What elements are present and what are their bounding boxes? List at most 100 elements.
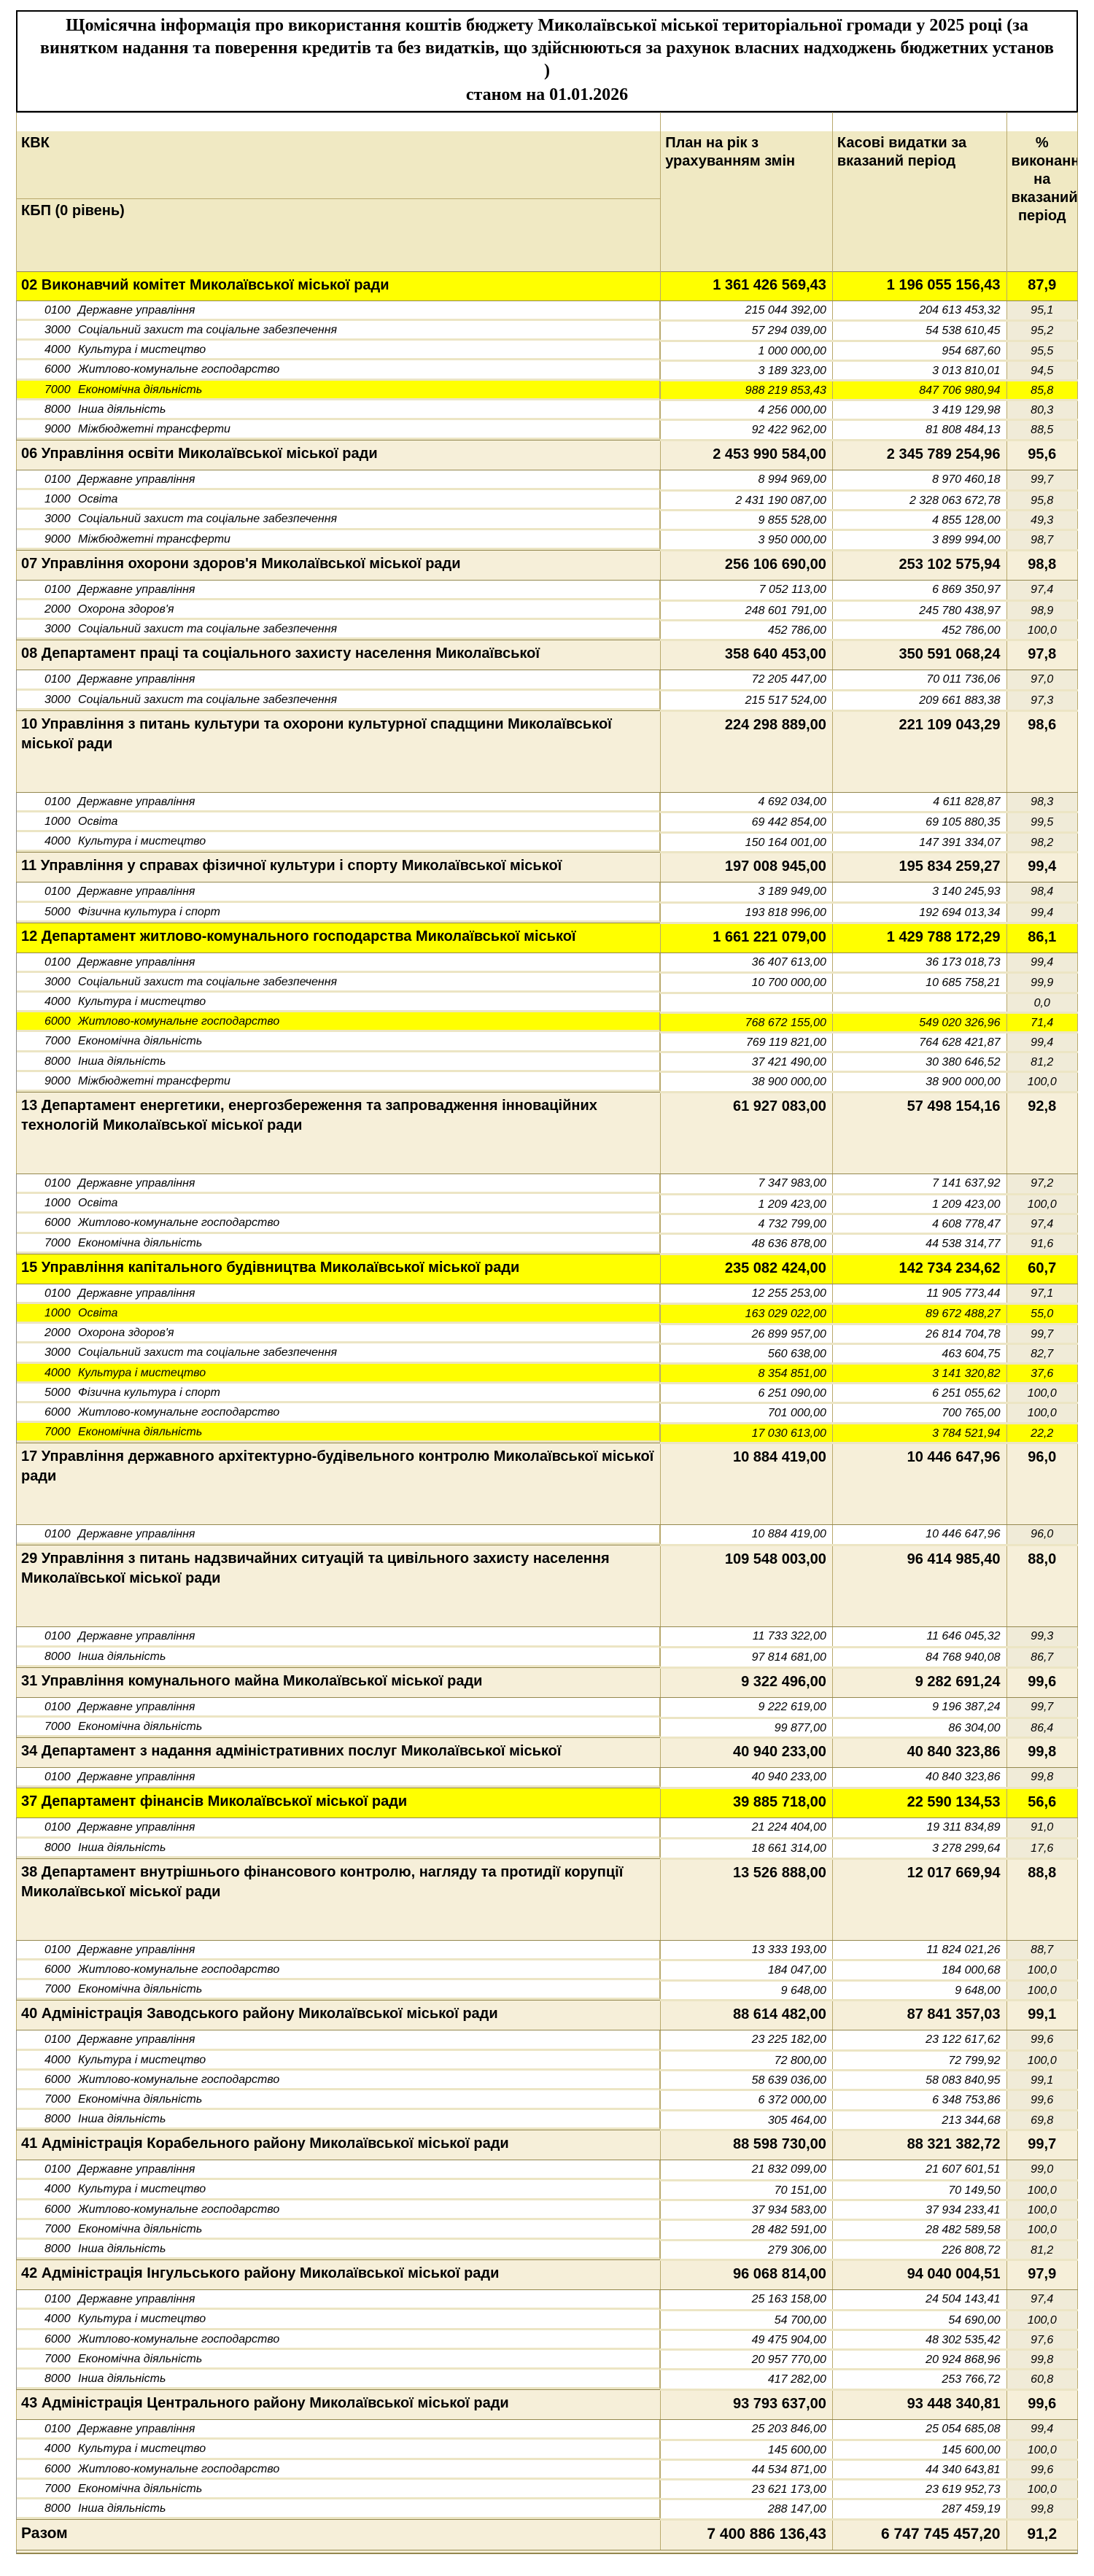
kbp-code: 0100 — [44, 955, 71, 969]
plan-cell: 40 940 233,00 — [660, 1767, 833, 1790]
plan-cell: 97 814 681,00 — [660, 1647, 833, 1669]
plan-cell: 1 361 426 569,43 — [660, 271, 833, 301]
pct-cell: 95,5 — [1006, 341, 1078, 362]
pct-cell: 71,4 — [1006, 1012, 1078, 1033]
kbp-name: Житлово-комунальне господарство — [78, 1405, 280, 1419]
kbp-code: 0100 — [44, 583, 71, 596]
section-title-cell: 41 Адміністрація Корабельного району Мик… — [15, 2130, 662, 2161]
section-row: 13 Департамент енергетики, енергозбереже… — [15, 1092, 1078, 1174]
plan-cell: 4 692 034,00 — [660, 792, 833, 814]
kbp-name-cell: 7000 Економічна діяльність — [17, 1032, 661, 1052]
kbp-name: Державне управління — [78, 1943, 195, 1956]
kbp-name-cell: 1000 Освіта — [17, 1303, 661, 1324]
cash-cell: 2 345 789 254,96 — [831, 440, 1007, 471]
kbp-name-cell: 6000 Житлово-комунальне господарство — [17, 2329, 661, 2350]
plan-cell: 10 700 000,00 — [660, 972, 833, 994]
pct-cell: 98,9 — [1006, 600, 1078, 621]
detail-row: 2000 Охорона здоров'я 248 601 791,00 245 78… — [17, 600, 1078, 621]
cash-cell: 2 328 063 672,78 — [831, 490, 1007, 511]
pct-cell: 99,8 — [1006, 1737, 1078, 1769]
pct-cell: 96,0 — [1006, 1443, 1078, 1526]
cash-cell: 764 628 421,87 — [831, 1032, 1007, 1054]
kbp-name-cell: 6000 Житлово-комунальне господарство — [17, 2200, 661, 2220]
detail-row: 9000 Міжбюджетні трансферти 38 900 000,00 3… — [17, 1071, 1078, 1093]
detail-row: 8000 Інша діяльність 305 464,00 213 344,68 6… — [17, 2110, 1078, 2132]
detail-row: 0100 Державне управління 12 255 253,00 11 9… — [17, 1284, 1078, 1306]
kbp-code: 1000 — [44, 1306, 71, 1319]
kbp-name: Державне управління — [78, 673, 195, 686]
pct-cell: 92,8 — [1006, 1092, 1078, 1174]
kbp-name: Державне управління — [78, 2293, 195, 2306]
header-cash: Касові видатки за вказаний період — [831, 131, 1007, 272]
detail-row: 7000 Економічна діяльність 6 372 000,00 6 3… — [17, 2090, 1078, 2111]
kbp-name: Державне управління — [78, 795, 195, 808]
plan-cell: 256 106 690,00 — [660, 549, 833, 581]
kbp-code: 0100 — [44, 1700, 71, 1713]
plan-cell: 305 464,00 — [660, 2110, 833, 2132]
plan-cell: 37 934 583,00 — [660, 2200, 833, 2222]
section-title-cell: 17 Управління державного архітектурно-бу… — [15, 1443, 662, 1526]
kbp-name: Економічна діяльність — [78, 2222, 203, 2235]
kbp-name-cell: 0100 Державне управління — [17, 470, 661, 491]
kbp-code: 0100 — [44, 2293, 71, 2306]
section-title-cell: 43 Адміністрація Центрального району Мик… — [15, 2389, 662, 2421]
cash-cell: 6 251 055,62 — [831, 1383, 1007, 1405]
pct-cell: 100,0 — [1006, 1383, 1078, 1405]
pct-cell: 99,6 — [1006, 1667, 1078, 1698]
pct-cell: 60,7 — [1006, 1253, 1078, 1284]
kbp-code: 0100 — [44, 2033, 71, 2047]
kbp-name: Інша діяльність — [78, 1055, 166, 1068]
cash-cell: 253 102 575,94 — [831, 549, 1007, 581]
pct-cell: 82,7 — [1006, 1343, 1078, 1365]
kbp-code: 8000 — [44, 1841, 71, 1854]
pct-cell: 99,8 — [1006, 2349, 1078, 2371]
kbp-name: Житлово-комунальне господарство — [78, 1217, 280, 1230]
cash-cell: 81 808 484,13 — [831, 419, 1007, 442]
cash-cell: 209 661 883,38 — [831, 690, 1007, 712]
kbp-name: Соціальний захист та соціальне забезпече… — [78, 693, 338, 706]
pct-cell: 98,3 — [1006, 792, 1078, 814]
plan-cell: 417 282,00 — [660, 2369, 833, 2391]
cash-cell: 20 924 868,96 — [831, 2349, 1007, 2371]
kbp-name-cell: 0100 Державне управління — [17, 2030, 661, 2051]
section-row: 15 Управління капітального будівництва М… — [15, 1253, 1078, 1284]
kbp-name-cell: 8000 Інша діяльність — [17, 2499, 661, 2520]
kbp-name: Економічна діяльність — [78, 1236, 203, 1249]
kbp-name: Економічна діяльність — [78, 2352, 203, 2365]
plan-cell: 17 030 613,00 — [660, 1423, 833, 1445]
kbp-code: 8000 — [44, 1650, 71, 1663]
plan-cell: 6 372 000,00 — [660, 2090, 833, 2111]
detail-row: 8000 Інша діяльність 37 421 490,00 30 380 6… — [17, 1052, 1078, 1074]
kbp-name: Державне управління — [78, 473, 195, 486]
pct-cell: 99,4 — [1006, 2419, 1078, 2441]
detail-row: 8000 Інша діяльність 18 661 314,00 3 278 29… — [17, 1838, 1078, 1860]
kbp-name: Житлово-комунальне господарство — [78, 1015, 280, 1028]
kbp-name-cell: 4000 Культура і мистецтво — [17, 2050, 661, 2071]
plan-cell: 25 203 846,00 — [660, 2419, 833, 2441]
detail-row: 6000 Житлово-комунальне господарство 3 189… — [17, 360, 1078, 382]
plan-cell: 61 927 083,00 — [660, 1092, 833, 1174]
cash-cell: 4 611 828,87 — [831, 792, 1007, 814]
kbp-name-cell: 8000 Інша діяльність — [17, 400, 661, 420]
plan-cell: 39 885 718,00 — [660, 1788, 833, 1819]
cash-cell: 44 538 314,77 — [831, 1233, 1007, 1255]
cash-cell: 452 786,00 — [831, 620, 1007, 642]
kbp-name-cell: 8000 Інша діяльність — [17, 2110, 661, 2130]
pct-cell: 99,7 — [1006, 470, 1078, 492]
kbp-code: 3000 — [44, 1346, 71, 1359]
kbp-name-cell: 7000 Економічна діяльність — [17, 1718, 661, 1738]
kbp-name: Інша діяльність — [78, 1650, 166, 1663]
detail-row: 6000 Житлово-комунальне господарство 49 47… — [17, 2329, 1078, 2351]
kbp-code: 3000 — [44, 975, 71, 988]
section-title-cell: 02 Виконавчий комітет Миколаївської місь… — [15, 271, 662, 301]
plan-cell: 49 475 904,00 — [660, 2329, 833, 2351]
kbp-code: 6000 — [44, 1405, 71, 1419]
cash-cell: 10 446 647,96 — [831, 1443, 1007, 1526]
total-row: Разом 7 400 886 136,43 6 747 745 457,20 91,… — [15, 2519, 1078, 2551]
kbp-name: Житлово-комунальне господарство — [78, 2073, 280, 2086]
section-title-cell: 10 Управління з питань культури та охоро… — [15, 710, 662, 793]
pct-cell: 60,8 — [1006, 2369, 1078, 2391]
plan-cell: 28 482 591,00 — [660, 2219, 833, 2241]
pct-cell: 98,2 — [1006, 832, 1078, 854]
section-row: 17 Управління державного архітектурно-бу… — [15, 1443, 1078, 1526]
